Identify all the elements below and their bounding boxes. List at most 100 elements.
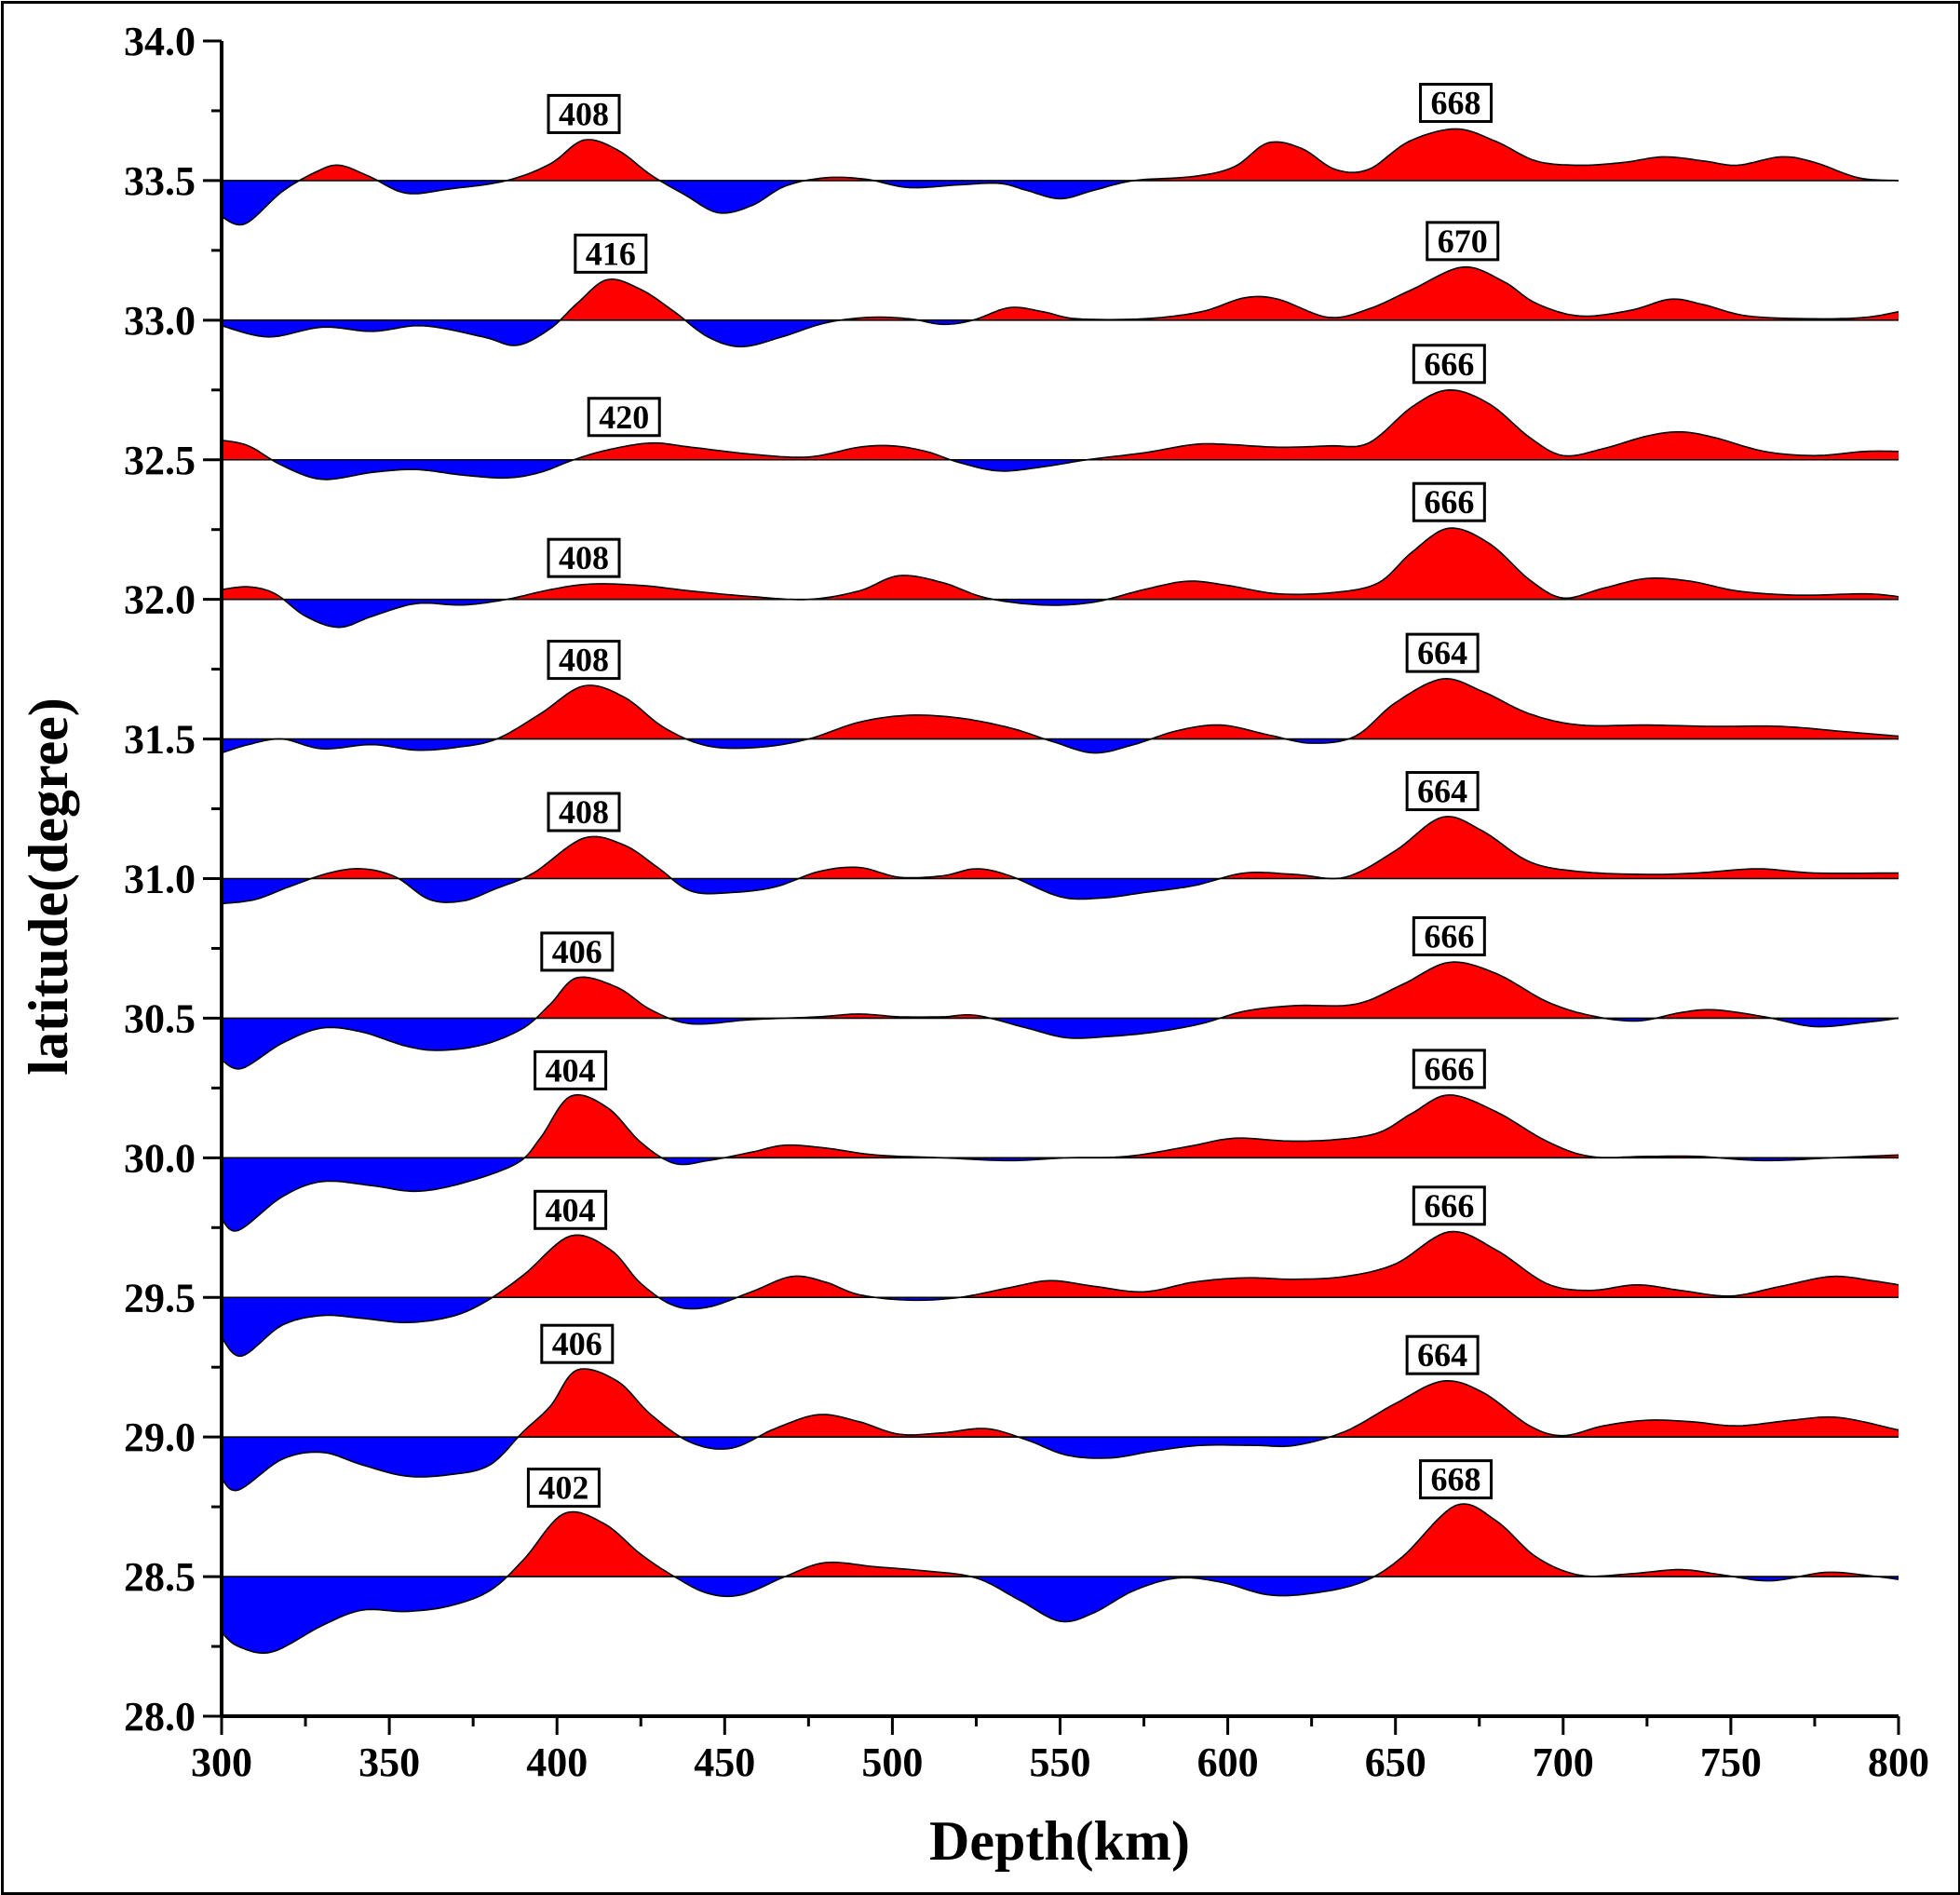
trace-33.5 xyxy=(221,128,1899,226)
waveform-line-32.5 xyxy=(221,388,1899,481)
peak-label-660-31.0: 664 xyxy=(1417,773,1467,810)
y-tick-label-31.5: 31.5 xyxy=(124,717,196,763)
negative-fill-29.5 xyxy=(222,1297,1899,1357)
x-tick-label-500: 500 xyxy=(861,1739,923,1785)
peak-label-660-32.5: 666 xyxy=(1424,345,1474,383)
positive-fill-32.0 xyxy=(222,528,1899,600)
peak-label-410-31.0: 408 xyxy=(559,793,609,831)
peak-label-box-410-32.5 xyxy=(587,397,661,438)
trace-29.0 xyxy=(221,1368,1899,1492)
peak-label-box-410-33.0 xyxy=(574,233,648,274)
waveform-line-33.5 xyxy=(221,128,1899,226)
peak-label-660-33.5: 668 xyxy=(1431,84,1481,121)
negative-fill-28.5 xyxy=(222,1577,1899,1654)
y-tick-label-33.0: 33.0 xyxy=(124,298,196,344)
negative-fill-33.5 xyxy=(222,180,1134,225)
peak-label-box-660-32.0 xyxy=(1412,481,1486,522)
trace-31.0 xyxy=(221,816,1899,905)
peak-label-660-32.0: 666 xyxy=(1424,483,1474,521)
peak-label-box-660-30.5 xyxy=(1412,915,1486,956)
y-tick-label-30.0: 30.0 xyxy=(124,1135,196,1181)
negative-fill-32.5 xyxy=(222,459,1899,480)
waveform-line-29.0 xyxy=(221,1368,1899,1492)
positive-fill-30.5 xyxy=(222,962,1899,1019)
positive-fill-31.0 xyxy=(222,816,1899,879)
peak-label-410-30.0: 404 xyxy=(546,1051,596,1089)
waveform-line-32.0 xyxy=(221,527,1899,629)
peak-label-410-31.5: 408 xyxy=(559,642,609,679)
x-tick-label-550: 550 xyxy=(1030,1739,1091,1785)
waveform-line-30.5 xyxy=(221,961,1899,1070)
peak-label-box-660-28.5 xyxy=(1419,1459,1494,1500)
y-tick-label-34.0: 34.0 xyxy=(124,19,196,64)
peak-label-660-29.5: 666 xyxy=(1424,1187,1474,1225)
trace-31.5 xyxy=(221,677,1899,754)
trace-28.5 xyxy=(221,1503,1899,1655)
peak-label-box-410-29.5 xyxy=(534,1189,608,1230)
peak-labels-layer: 408 668 416 670 420 666 408 666 408 664 408 664 406 6… xyxy=(526,82,1500,1509)
y-axis-title: latitude(degree) xyxy=(18,697,79,1075)
negative-fill-31.0 xyxy=(222,878,1899,904)
y-tick-label-31.0: 31.0 xyxy=(124,857,196,902)
x-tick-label-350: 350 xyxy=(358,1739,420,1785)
trace-33.0 xyxy=(221,265,1899,348)
peak-label-410-29.5: 404 xyxy=(546,1191,596,1228)
peak-label-410-29.0: 406 xyxy=(552,1325,602,1362)
waveform-line-29.5 xyxy=(221,1230,1899,1358)
y-tick-label-29.0: 29.0 xyxy=(124,1414,196,1460)
peak-label-410-30.5: 406 xyxy=(552,933,602,970)
positive-fill-31.5 xyxy=(277,678,1899,739)
y-tick-label-32.5: 32.5 xyxy=(124,438,196,483)
peak-label-410-33.0: 416 xyxy=(586,235,636,272)
positive-fill-33.5 xyxy=(222,129,1899,181)
negative-fill-30.5 xyxy=(222,1018,1899,1069)
peak-label-box-660-32.5 xyxy=(1412,344,1486,385)
negative-fill-33.0 xyxy=(222,319,973,347)
y-tick-label-32.0: 32.0 xyxy=(124,577,196,623)
peak-label-box-410-33.5 xyxy=(547,93,621,134)
x-tick-label-450: 450 xyxy=(694,1739,755,1785)
peak-label-box-410-29.0 xyxy=(540,1323,615,1364)
peak-label-box-410-30.0 xyxy=(534,1049,608,1090)
peak-label-box-660-31.5 xyxy=(1405,632,1480,673)
peak-label-410-32.0: 408 xyxy=(559,539,609,576)
positive-fill-33.0 xyxy=(222,266,1899,320)
peak-label-410-33.5: 408 xyxy=(559,95,609,132)
trace-32.5 xyxy=(221,388,1899,481)
x-tick-label-750: 750 xyxy=(1700,1739,1762,1785)
waveform-line-31.5 xyxy=(221,677,1899,754)
traces-layer xyxy=(221,128,1899,1655)
negative-fill-31.5 xyxy=(222,738,1899,753)
peak-label-box-410-30.5 xyxy=(540,931,615,972)
positive-fill-28.5 xyxy=(507,1504,1878,1577)
peak-label-box-660-31.0 xyxy=(1405,771,1480,812)
waveform-line-33.0 xyxy=(221,265,1899,348)
x-tick-label-700: 700 xyxy=(1533,1739,1594,1785)
peak-label-box-410-31.0 xyxy=(547,792,621,832)
y-tick-label-33.5: 33.5 xyxy=(124,158,196,204)
waveform-line-31.0 xyxy=(221,816,1899,905)
positive-fill-32.5 xyxy=(222,389,1899,460)
x-tick-label-650: 650 xyxy=(1365,1739,1426,1785)
peak-label-box-410-32.0 xyxy=(547,537,621,578)
peak-label-660-30.0: 666 xyxy=(1424,1050,1474,1088)
peak-label-410-32.5: 420 xyxy=(599,399,649,436)
x-tick-label-600: 600 xyxy=(1197,1739,1259,1785)
y-tick-label-29.5: 29.5 xyxy=(124,1275,196,1320)
positive-fill-29.0 xyxy=(518,1369,1899,1438)
trace-32.0 xyxy=(221,527,1899,629)
peak-label-box-660-33.5 xyxy=(1419,82,1494,123)
peak-label-410-28.5: 402 xyxy=(538,1469,588,1507)
y-tick-label-28.0: 28.0 xyxy=(124,1694,196,1739)
y-tick-label-30.5: 30.5 xyxy=(124,995,196,1041)
trace-30.0 xyxy=(221,1093,1899,1232)
x-tick-label-300: 300 xyxy=(191,1739,252,1785)
peak-label-660-33.0: 670 xyxy=(1438,223,1488,260)
peak-label-660-29.0: 664 xyxy=(1417,1336,1467,1374)
peak-label-box-660-29.5 xyxy=(1412,1185,1486,1226)
negative-fill-29.0 xyxy=(222,1437,1899,1491)
peak-label-660-28.5: 668 xyxy=(1431,1461,1481,1498)
peak-label-box-660-30.0 xyxy=(1412,1049,1486,1090)
x-axis-title: Depth(km) xyxy=(929,1810,1190,1872)
